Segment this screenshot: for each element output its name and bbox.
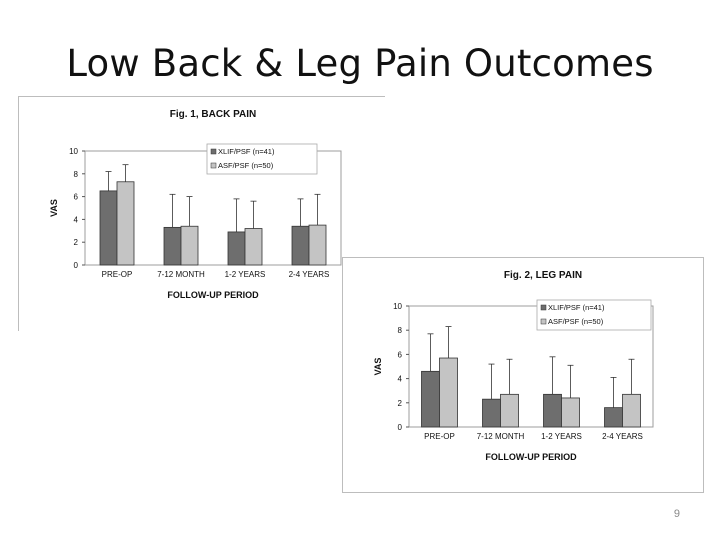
legend-box [536, 299, 652, 331]
x-axis-label: FOLLOW-UP PERIOD [167, 290, 259, 300]
bar [604, 407, 623, 428]
legend-swatch [540, 304, 547, 311]
bar [180, 225, 199, 266]
bar [116, 181, 135, 266]
x-tick-label: PRE-OP [424, 432, 455, 441]
legend-entry: ASF/PSF (n=50) [548, 317, 604, 326]
y-tick-label: 6 [398, 350, 403, 359]
legend-entry: ASF/PSF (n=50) [218, 161, 274, 170]
plot-frame [408, 305, 654, 428]
bar [163, 226, 182, 266]
x-tick-label: 7-12 MONTH [477, 432, 525, 441]
x-axis-label: FOLLOW-UP PERIOD [485, 452, 577, 462]
legend-box [206, 143, 318, 175]
x-tick-label: 2-4 YEARS [289, 270, 330, 279]
slide-title: Low Back & Leg Pain Outcomes [66, 42, 654, 85]
bar [308, 224, 327, 266]
y-tick-label: 8 [398, 326, 403, 335]
x-tick-label: 2-4 YEARS [602, 432, 643, 441]
legend: XLIF/PSF (n=41) ASF/PSF (n=50) [536, 299, 652, 331]
x-tick-label: 7-12 MONTH [157, 270, 205, 279]
leg-pain-chart: Fig. 2, LEG PAIN 0 2 4 6 8 10 VAS PRE-OP 7-12 MON… [373, 270, 654, 462]
back-pain-chart-panel: Fig. 1, BACK PAIN 0 2 4 6 8 10 VAS PRE-OP 7-12 MO… [18, 96, 385, 331]
bar [99, 190, 118, 266]
bar [622, 393, 641, 428]
y-tick-label: 0 [74, 261, 79, 270]
x-tick-label: 1-2 YEARS [225, 270, 266, 279]
legend-swatch [540, 318, 547, 325]
chart-title: Fig. 2, LEG PAIN [504, 270, 582, 281]
legend: XLIF/PSF (n=41) ASF/PSF (n=50) [206, 143, 318, 175]
back-pain-chart: Fig. 1, BACK PAIN 0 2 4 6 8 10 VAS PRE-OP 7-12 MO… [49, 109, 342, 300]
y-tick-label: 2 [398, 399, 403, 408]
chart-title: Fig. 1, BACK PAIN [170, 109, 256, 120]
bar [561, 397, 580, 428]
y-tick-label: 0 [398, 423, 403, 432]
legend-swatch [210, 148, 217, 155]
legend-swatch [210, 162, 217, 169]
legend-entry: XLIF/PSF (n=41) [218, 147, 275, 156]
y-axis-label: VAS [373, 358, 383, 376]
y-tick-label: 4 [398, 375, 403, 384]
y-tick-label: 10 [69, 147, 78, 156]
x-tick-label: PRE-OP [102, 270, 133, 279]
y-tick-label: 4 [74, 215, 79, 224]
bar [291, 225, 310, 266]
y-tick-label: 6 [74, 193, 79, 202]
bar [244, 228, 263, 266]
page-number: 9 [673, 508, 680, 520]
y-axis-label: VAS [49, 199, 59, 217]
bar [421, 370, 440, 428]
y-tick-label: 8 [74, 170, 79, 179]
bar [482, 398, 501, 428]
x-tick-label: 1-2 YEARS [541, 432, 582, 441]
bar [439, 357, 458, 428]
y-tick-label: 10 [393, 302, 402, 311]
legend-entry: XLIF/PSF (n=41) [548, 303, 605, 312]
y-tick-label: 2 [74, 238, 79, 247]
bar [543, 393, 562, 428]
leg-pain-chart-panel: Fig. 2, LEG PAIN 0 2 4 6 8 10 VAS PRE-OP 7-12 MON… [342, 257, 704, 493]
bar [500, 393, 519, 428]
bar [227, 231, 246, 266]
